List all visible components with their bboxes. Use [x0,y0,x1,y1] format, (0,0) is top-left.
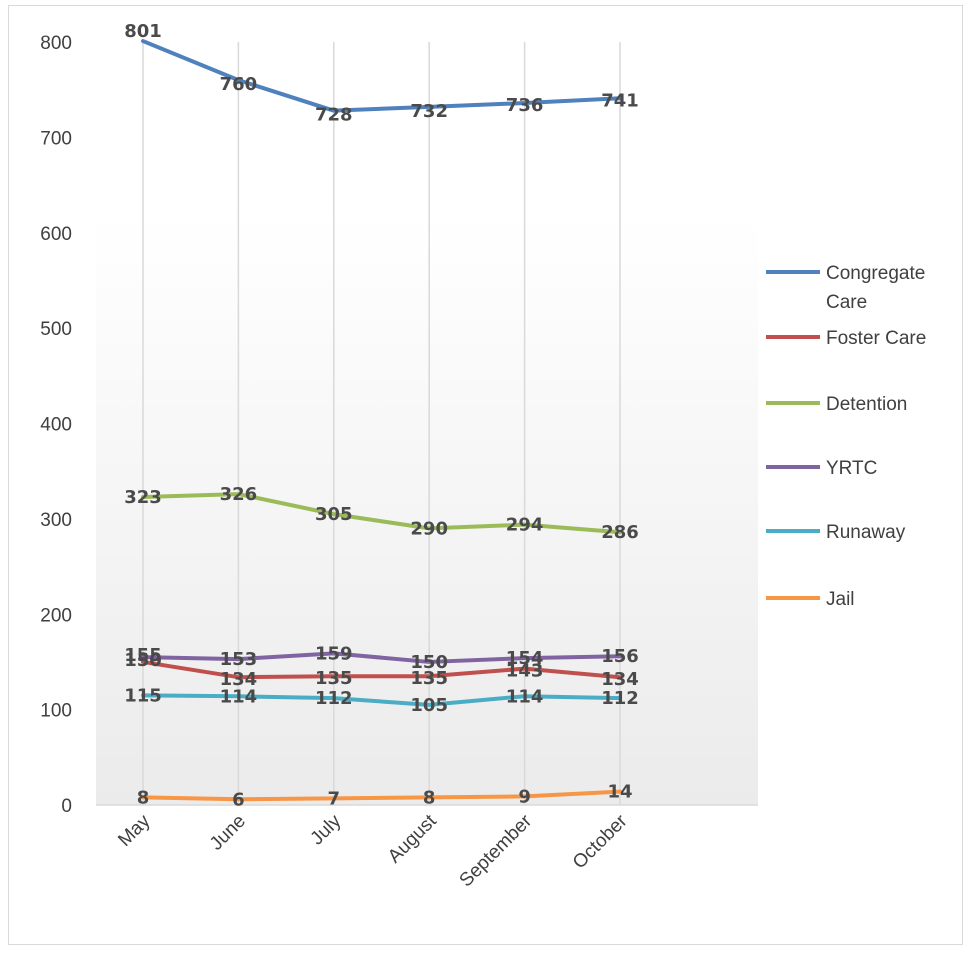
series-line-congregate-care [141,39,622,113]
legend-label-congregate-care: Congregate Care [826,263,925,313]
data-label-yrtc: 150 [410,652,448,673]
series-line-detention [141,492,622,535]
legend: Congregate Care Foster Care Detention YRTC Ru… [766,263,926,610]
y-tick-label: 500 [40,319,72,340]
data-label-detention: 326 [220,484,258,505]
data-label-foster-care: 135 [315,668,353,689]
data-label-runaway: 114 [506,686,544,707]
y-tick-label: 300 [40,510,72,531]
data-label-congregate-care: 732 [410,101,448,122]
x-tick-label: August [384,810,441,867]
data-label-congregate-care: 801 [124,21,162,42]
series-lines [141,39,622,802]
data-label-detention: 305 [315,504,353,525]
y-tick-label: 400 [40,415,72,436]
data-label-jail: 7 [328,788,341,809]
data-label-congregate-care: 728 [315,105,353,126]
data-label-yrtc: 155 [124,645,162,666]
data-label-foster-care: 135 [410,668,448,689]
data-label-yrtc: 156 [601,646,639,667]
data-label-congregate-care: 736 [506,95,544,116]
series-line-runaway [141,693,622,707]
data-label-jail: 8 [137,787,150,808]
data-label-yrtc: 153 [220,649,258,670]
x-tick-label: June [206,811,250,855]
data-label-runaway: 115 [124,685,162,706]
y-axis: 0 100 200 300 400 500 600 700 800 [40,33,72,817]
legend-label-detention: Detention [826,394,907,415]
data-label-jail: 8 [423,787,436,808]
data-label-runaway: 112 [601,688,639,709]
data-label-jail: 9 [518,786,531,807]
legend-label-jail: Jail [826,589,855,610]
x-tick-label: May [114,810,155,851]
y-tick-label: 600 [40,224,72,245]
y-tick-label: 0 [61,796,72,817]
x-axis: May June July August September October [114,810,632,891]
data-label-runaway: 112 [315,688,353,709]
x-tick-label: July [307,810,346,849]
data-label-runaway: 105 [410,695,448,716]
data-label-detention: 290 [410,518,448,539]
data-label-foster-care: 134 [601,669,639,690]
data-label-jail: 6 [232,789,245,810]
data-label-congregate-care: 760 [220,74,258,95]
series-line-yrtc [141,651,622,664]
y-tick-label: 100 [40,701,72,722]
y-tick-label: 700 [40,128,72,149]
data-label-congregate-care: 741 [601,90,639,111]
data-label-jail: 14 [607,782,632,803]
data-label-foster-care: 150 [124,650,162,671]
data-label-foster-care: 134 [220,669,258,690]
plot-area-background [96,215,758,805]
data-label-yrtc: 154 [506,648,544,669]
series-line-foster-care [141,659,622,680]
series-line-jail [141,789,622,802]
legend-label-yrtc: YRTC [826,458,877,479]
x-tick-label: September [456,810,537,891]
legend-label-foster-care: Foster Care [826,328,926,349]
legend-label-runaway: Runaway [826,522,906,543]
data-label-detention: 286 [601,522,639,543]
data-label-detention: 323 [124,487,162,508]
y-tick-label: 800 [40,33,72,54]
y-tick-label: 200 [40,605,72,626]
data-label-foster-care: 143 [506,661,544,682]
data-label-runaway: 114 [220,686,258,707]
x-tick-label: October [569,810,632,873]
data-label-detention: 294 [506,515,544,536]
data-labels: 801 760 728 732 736 741 150 134 135 135 143 134 323 3… [124,21,639,810]
data-label-yrtc: 159 [315,643,353,664]
